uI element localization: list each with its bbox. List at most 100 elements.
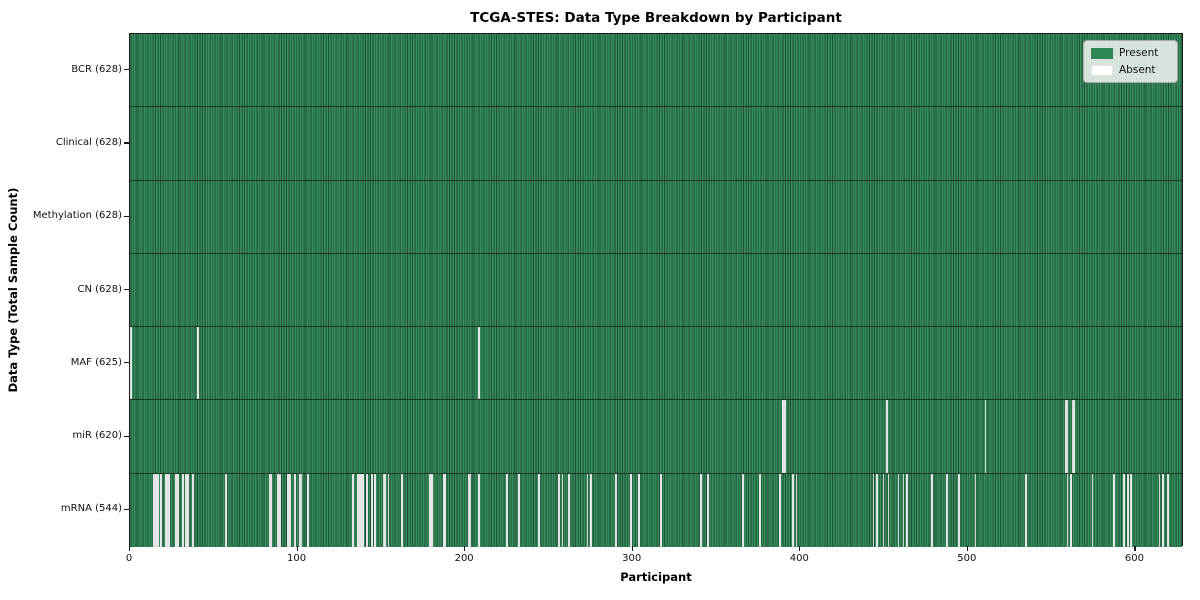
absent-stripe (477, 327, 480, 400)
absent-stripe (700, 473, 703, 547)
absent-stripe (444, 473, 447, 547)
absent-stripe (431, 473, 433, 547)
ytick-mark (124, 289, 129, 291)
xtick-mark (799, 546, 801, 551)
absent-stripe (357, 473, 360, 547)
absent-stripe (298, 473, 301, 547)
absent-stripe (287, 473, 289, 547)
xtick-mark (464, 546, 466, 551)
ytick-label-bcr: BCR (628) (71, 63, 122, 75)
ytick-label-maf: MAF (625) (70, 356, 122, 368)
absent-stripe (885, 400, 888, 473)
absent-stripe (362, 473, 365, 547)
ytick-label-mrna: mRNA (544) (60, 503, 122, 515)
absent-stripe (638, 473, 641, 547)
present-swatch (1091, 47, 1113, 59)
absent-stripe (1069, 473, 1072, 547)
row-cn (130, 253, 1182, 328)
absent-stripe (1071, 400, 1074, 473)
absent-stripe (1113, 473, 1116, 547)
absent-stripe (477, 473, 480, 547)
absent-stripe (300, 473, 303, 547)
absent-stripe (387, 473, 390, 547)
absent-stripe (974, 473, 977, 547)
absent-stripe (1066, 473, 1069, 547)
absent-stripe (758, 473, 761, 547)
absent-stripe (288, 473, 291, 547)
absent-stripe (382, 473, 385, 547)
xtick-label-0: 0 (125, 553, 133, 564)
xtick-label-300: 300 (622, 553, 642, 564)
xtick-mark (1134, 546, 1136, 551)
plot-area (129, 33, 1183, 547)
absent-stripe (1064, 400, 1067, 473)
absent-stripe (782, 400, 785, 473)
ytick-mark (124, 215, 129, 217)
absent-stripe (469, 473, 472, 547)
absent-stripe (783, 400, 786, 473)
absent-stripe (277, 473, 279, 547)
absent-stripe (400, 473, 403, 547)
absent-stripe (191, 473, 194, 547)
absent-stripe (384, 473, 386, 547)
legend-item-absent: Absent (1091, 64, 1169, 76)
absent-stripe (984, 400, 987, 473)
absent-stripe (168, 473, 171, 547)
absent-stripe (538, 473, 540, 547)
row-mrna (130, 473, 1182, 547)
absent-stripe (374, 473, 376, 547)
absent-stripe (155, 473, 157, 547)
absent-stripe (518, 473, 520, 547)
absent-stripe (153, 473, 156, 547)
ytick-mark (124, 362, 129, 364)
xtick-label-100: 100 (287, 553, 307, 564)
absent-stripe (558, 473, 560, 547)
absent-stripe (156, 473, 159, 547)
absent-stripe (660, 473, 662, 547)
absent-stripe (957, 473, 960, 547)
absent-stripe (792, 473, 795, 547)
absent-stripe (307, 473, 310, 547)
xtick-mark (966, 546, 969, 551)
ytick-label-clinical: Clinical (628) (55, 136, 122, 148)
absent-stripe (181, 473, 184, 547)
xtick-label-500: 500 (957, 553, 977, 564)
absent-stripe (1024, 473, 1027, 547)
absent-stripe (352, 473, 355, 547)
ytick-mark (124, 508, 129, 511)
ytick-label-cn: CN (628) (77, 283, 122, 295)
absent-stripe (175, 473, 177, 547)
absent-stripe (429, 473, 432, 547)
legend-label-present: Present (1119, 47, 1159, 59)
absent-stripe (568, 473, 570, 547)
absent-stripe (442, 473, 445, 547)
legend-label-absent: Absent (1119, 64, 1156, 76)
absent-stripe (506, 473, 509, 547)
absent-stripe (795, 473, 798, 547)
absent-stripe (742, 473, 744, 547)
absent-stripe (278, 473, 281, 547)
ytick-label-mir: miR (620) (72, 430, 122, 442)
xtick-label-400: 400 (789, 553, 809, 564)
absent-stripe (1073, 400, 1076, 473)
absent-stripe (185, 473, 187, 547)
absent-stripe (586, 473, 589, 547)
absent-stripe (778, 473, 781, 547)
xtick-mark (129, 546, 131, 551)
absent-stripe (293, 473, 296, 547)
absent-stripe (589, 473, 592, 547)
absent-stripe (1130, 473, 1132, 547)
absent-stripe (1161, 473, 1164, 547)
ytick-mark (124, 142, 129, 144)
absent-stripe (946, 473, 948, 547)
absent-stripe (875, 473, 878, 547)
absent-stripe (165, 473, 167, 547)
absent-stripe (268, 473, 271, 547)
xtick-label-600: 600 (1124, 553, 1144, 564)
row-methylation (130, 180, 1182, 254)
ytick-mark (124, 69, 129, 71)
absent-stripe (615, 473, 617, 547)
absent-stripe (906, 473, 908, 547)
absent-stripe (897, 473, 900, 547)
